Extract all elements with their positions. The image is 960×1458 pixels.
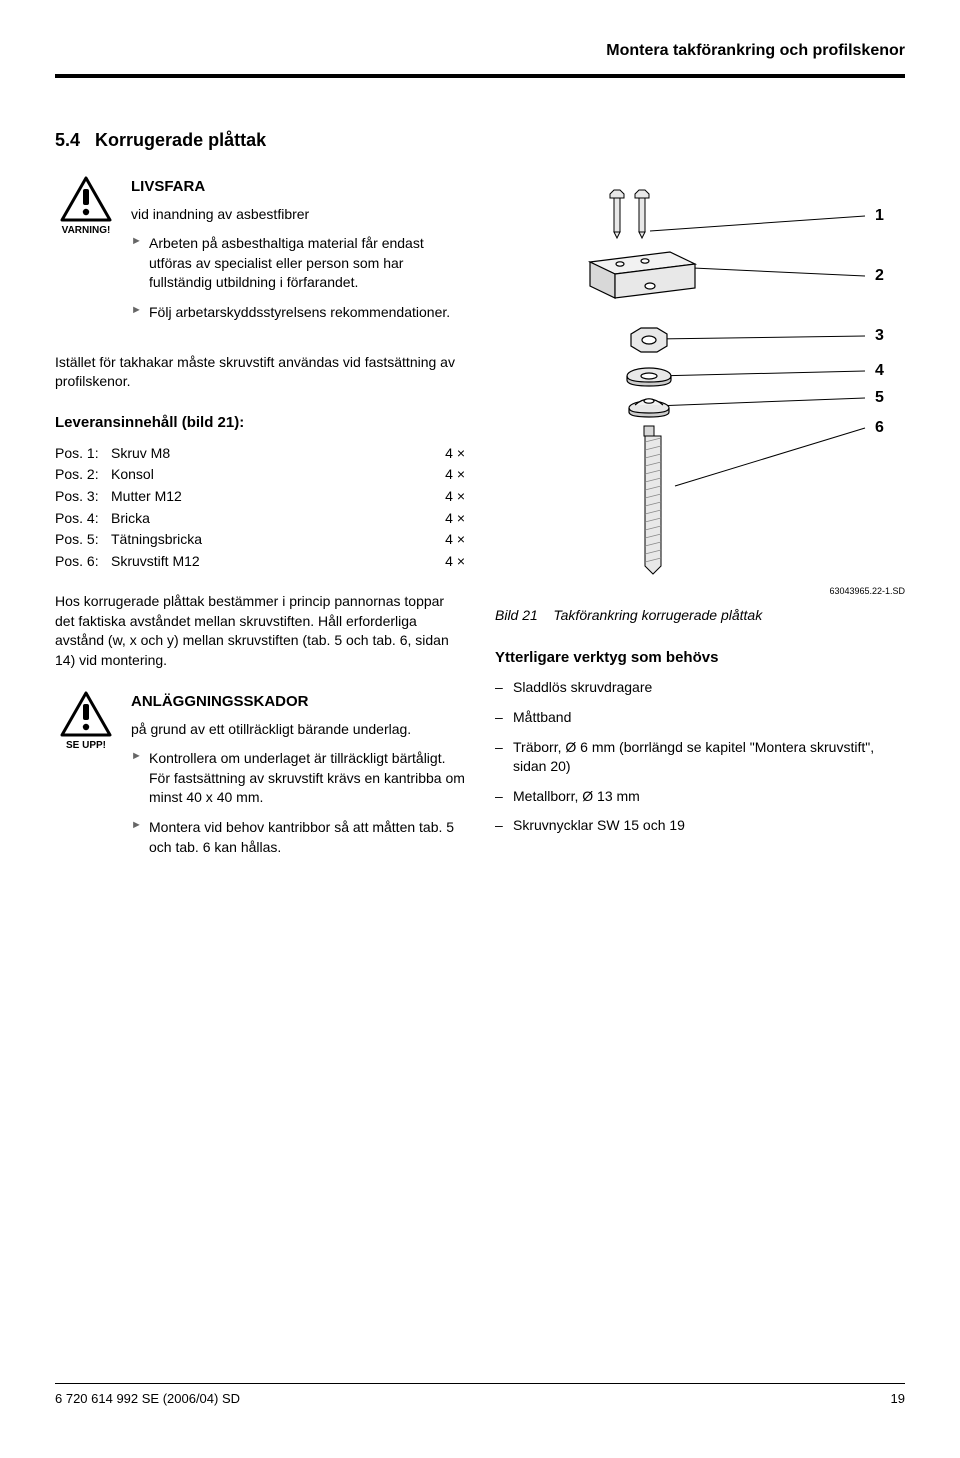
name-cell: Skruv M8: [111, 443, 425, 465]
warning-text: ANLÄGGNINGSSKADOR på grund av ett otillr…: [131, 691, 465, 868]
name-cell: Skruvstift M12: [111, 551, 425, 573]
warning-block-livsfara: VARNING! LIVSFARA vid inandning av asbes…: [55, 176, 465, 333]
diagram: 1 2 3 4 5 6: [495, 176, 905, 582]
warning-icon: [60, 176, 112, 222]
warning-bullet: Följ arbetarskyddsstyrelsens rekommendat…: [131, 303, 465, 323]
warning-caption: VARNING!: [62, 224, 111, 238]
pos-cell: Pos. 2:: [55, 464, 111, 486]
warning-bullet: Arbeten på asbesthaltiga material får en…: [131, 234, 465, 293]
warning-icon-wrap: SE UPP!: [55, 691, 117, 753]
table-row: Pos. 6:Skruvstift M124 ×: [55, 551, 465, 573]
warning-bullets: Arbeten på asbesthaltiga material får en…: [131, 234, 465, 322]
right-column: 1 2 3 4 5 6: [495, 176, 905, 888]
delivery-heading: Leveransinnehåll (bild 21):: [55, 412, 465, 433]
section-title: Korrugerade plåttak: [95, 130, 266, 150]
table-row: Pos. 1:Skruv M84 ×: [55, 443, 465, 465]
warning-bullets: Kontrollera om underlaget är tillräcklig…: [131, 749, 465, 857]
list-item: Metallborr, Ø 13 mm: [495, 787, 905, 807]
diagram-label: 3: [875, 327, 884, 344]
name-cell: Konsol: [111, 464, 425, 486]
qty-cell: 4 ×: [425, 551, 465, 573]
exploded-diagram-svg: 1 2 3 4 5 6: [495, 176, 895, 576]
part-screw-m8: [610, 190, 649, 238]
section-heading: 5.4 Korrugerade plåttak: [55, 128, 905, 153]
left-column: VARNING! LIVSFARA vid inandning av asbes…: [55, 176, 465, 888]
name-cell: Mutter M12: [111, 486, 425, 508]
diagram-id: 63043965.22-1.SD: [495, 585, 905, 598]
warning-caption: SE UPP!: [66, 739, 106, 753]
table-row: Pos. 2:Konsol4 ×: [55, 464, 465, 486]
qty-cell: 4 ×: [425, 443, 465, 465]
tools-heading: Ytterligare verktyg som behövs: [495, 647, 905, 668]
part-seal-washer: [629, 398, 669, 416]
pos-cell: Pos. 5:: [55, 529, 111, 551]
warning-title: LIVSFARA: [131, 176, 465, 197]
figure-number: Bild 21: [495, 607, 538, 623]
diagram-label: 1: [875, 207, 884, 224]
warning-subtitle: på grund av ett otillräckligt bärande un…: [131, 720, 465, 740]
table-row: Pos. 3:Mutter M124 ×: [55, 486, 465, 508]
name-cell: Bricka: [111, 508, 425, 530]
table-row: Pos. 5:Tätningsbricka4 ×: [55, 529, 465, 551]
running-header: Montera takförankring och profilskenor: [55, 40, 905, 62]
part-washer: [627, 368, 671, 386]
pos-cell: Pos. 6:: [55, 551, 111, 573]
warning-bullet: Montera vid behov kantribbor så att mått…: [131, 818, 465, 857]
tools-list: Sladdlös skruvdragare Måttband Träborr, …: [495, 678, 905, 836]
qty-cell: 4 ×: [425, 529, 465, 551]
page-footer: 6 720 614 992 SE (2006/04) SD 19: [55, 1383, 905, 1408]
figure-text: Takförankring korrugerade plåttak: [553, 607, 762, 623]
warning-block-seupp: SE UPP! ANLÄGGNINGSSKADOR på grund av et…: [55, 691, 465, 868]
qty-cell: 4 ×: [425, 464, 465, 486]
list-item: Träborr, Ø 6 mm (borrlängd se kapitel "M…: [495, 738, 905, 777]
diagram-label: 6: [875, 419, 884, 436]
body-paragraph: Istället för takhakar måste skruvstift a…: [55, 353, 465, 392]
warning-icon-wrap: VARNING!: [55, 176, 117, 238]
parts-table: Pos. 1:Skruv M84 × Pos. 2:Konsol4 × Pos.…: [55, 443, 465, 573]
header-rule: [55, 74, 905, 78]
diagram-label: 2: [875, 267, 884, 284]
warning-subtitle: vid inandning av asbestfibrer: [131, 205, 465, 225]
name-cell: Tätningsbricka: [111, 529, 425, 551]
qty-cell: 4 ×: [425, 486, 465, 508]
warning-icon: [60, 691, 112, 737]
footer-rule: [55, 1383, 905, 1384]
warning-title: ANLÄGGNINGSSKADOR: [131, 691, 465, 712]
table-row: Pos. 4:Bricka4 ×: [55, 508, 465, 530]
pos-cell: Pos. 4:: [55, 508, 111, 530]
two-column-layout: VARNING! LIVSFARA vid inandning av asbes…: [55, 176, 905, 888]
warning-text: LIVSFARA vid inandning av asbestfibrer A…: [131, 176, 465, 333]
list-item: Måttband: [495, 708, 905, 728]
diagram-label: 4: [875, 362, 884, 379]
pos-cell: Pos. 1:: [55, 443, 111, 465]
section-number: 5.4: [55, 130, 80, 150]
part-stud-m12: [644, 426, 661, 574]
pos-cell: Pos. 3:: [55, 486, 111, 508]
diagram-label: 5: [875, 389, 884, 406]
warning-bullet: Kontrollera om underlaget är tillräcklig…: [131, 749, 465, 808]
figure-caption: Bild 21 Takförankring korrugerade plåtta…: [495, 606, 905, 626]
qty-cell: 4 ×: [425, 508, 465, 530]
footer-doc-id: 6 720 614 992 SE (2006/04) SD: [55, 1390, 240, 1408]
list-item: Sladdlös skruvdragare: [495, 678, 905, 698]
body-paragraph: Hos korrugerade plåttak bestämmer i prin…: [55, 592, 465, 670]
list-item: Skruvnycklar SW 15 och 19: [495, 816, 905, 836]
footer-page-number: 19: [891, 1390, 905, 1408]
part-nut-m12: [631, 328, 667, 352]
part-bracket: [590, 252, 695, 298]
